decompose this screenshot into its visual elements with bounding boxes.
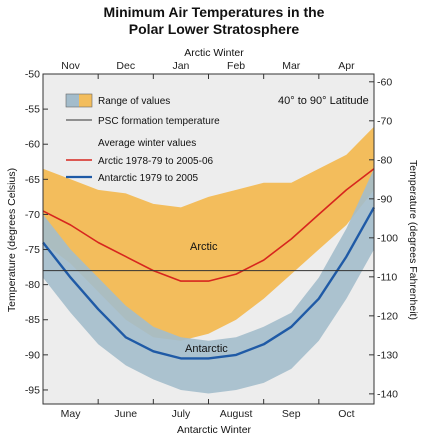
axes: -50 -55 -60 -65 -70 -75 -80 -85 -90 -95 -60 -70 -80 -… <box>25 60 398 420</box>
y-left-tick-label: -65 <box>25 174 40 186</box>
legend-antarctic-label: Antarctic 1979 to 2005 <box>98 173 199 184</box>
y-left-tick-label: -55 <box>25 104 40 116</box>
y-left-tick-label: -75 <box>25 244 40 256</box>
x-top-month-label: Nov <box>61 60 80 72</box>
x-bottom-month-label: July <box>172 408 191 420</box>
bottom-axis-title: Antarctic Winter <box>177 424 252 436</box>
legend-arctic-label: Arctic 1978-79 to 2005-06 <box>98 156 214 167</box>
x-bottom-month-label: May <box>61 408 82 420</box>
legend: Range of values PSC formation temperatur… <box>65 93 220 184</box>
y-right-tick-label: -70 <box>377 115 392 127</box>
x-bottom-month-label: August <box>220 408 253 420</box>
x-top-month-label: Apr <box>338 60 355 72</box>
latitude-note: 40° to 90° Latitude <box>278 95 369 107</box>
series-lines <box>42 168 376 360</box>
y-axis-left-title: Temperature (degrees Celsius) <box>6 168 18 312</box>
x-top-month-label: Mar <box>282 60 301 72</box>
x-top-month-label: Feb <box>227 60 245 72</box>
y-right-tick-label: -60 <box>377 76 392 88</box>
y-left-tick-label: -60 <box>25 139 40 151</box>
y-left-tick-label: -50 <box>25 69 40 81</box>
legend-average-header: Average winter values <box>98 138 196 149</box>
chart-title-line2: Polar Lower Stratosphere <box>129 21 300 37</box>
legend-range-label: Range of values <box>98 96 170 107</box>
y-left-tick-label: -95 <box>25 384 40 396</box>
x-bottom-month-label: Sep <box>282 408 301 420</box>
legend-range-swatch <box>65 93 93 108</box>
arctic-region-label: Arctic <box>190 241 218 253</box>
antarctic-average-line <box>42 206 376 360</box>
x-top-month-label: Dec <box>116 60 135 72</box>
y-right-tick-label: -80 <box>377 154 392 166</box>
top-axis-title: Arctic Winter <box>184 47 244 59</box>
y-left-tick-label: -80 <box>25 279 40 291</box>
y-right-tick-label: -130 <box>377 349 398 361</box>
x-top-month-label: Jan <box>172 60 189 72</box>
x-bottom-month-label: Oct <box>338 408 354 420</box>
arctic-range-band <box>43 126 374 341</box>
antarctic-region-label: Antarctic <box>185 343 228 355</box>
y-right-tick-label: -100 <box>377 232 398 244</box>
y-left-tick-label: -90 <box>25 349 40 361</box>
chart-title-line1: Minimum Air Temperatures in the <box>104 4 325 20</box>
y-right-tick-label: -110 <box>377 271 397 283</box>
y-right-tick-label: -120 <box>377 310 398 322</box>
y-axis-right-title: Temperature (degrees Fahrenheit) <box>407 160 419 320</box>
arctic-average-line <box>42 168 375 282</box>
y-right-tick-label: -140 <box>377 388 398 400</box>
legend-psc-label: PSC formation temperature <box>98 116 220 127</box>
x-bottom-month-label: June <box>114 408 137 420</box>
y-left-tick-label: -70 <box>25 209 40 221</box>
y-left-tick-label: -85 <box>25 314 40 326</box>
y-right-tick-label: -90 <box>377 193 392 205</box>
